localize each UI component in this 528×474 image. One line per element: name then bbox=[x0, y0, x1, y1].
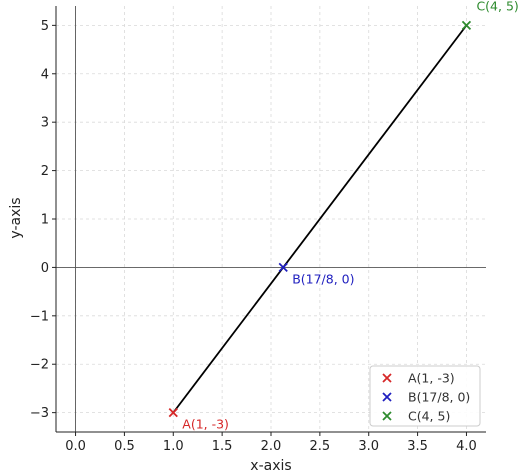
point-marker bbox=[278, 262, 288, 273]
point-label: A(1, -3) bbox=[182, 417, 229, 432]
y-axis-title: y-axis bbox=[8, 197, 24, 238]
marker-stroke bbox=[461, 20, 472, 31]
marker-stroke bbox=[168, 407, 178, 418]
legend: A(1, -3) B(17/8, 0) C(4, 5) bbox=[369, 365, 481, 427]
legend-box bbox=[369, 365, 481, 427]
y-ticks: −3 −2 −1 0 1 2 3 4 5 bbox=[30, 19, 56, 421]
point-markers bbox=[168, 20, 472, 418]
x-tick-label: 0.0 bbox=[65, 439, 86, 454]
point-label: B(17/8, 0) bbox=[292, 271, 354, 286]
x-tick-label: 3.0 bbox=[358, 439, 379, 454]
point-label: C(4, 5) bbox=[476, 0, 518, 13]
legend-label: A(1, -3) bbox=[408, 371, 455, 386]
reference-lines bbox=[56, 6, 486, 432]
y-tick-label: −3 bbox=[30, 406, 49, 421]
x-tick-label: 2.5 bbox=[310, 439, 331, 454]
point-marker bbox=[461, 20, 472, 31]
y-tick-label: 1 bbox=[41, 213, 49, 228]
x-tick-label: 2.0 bbox=[261, 439, 282, 454]
x-tick-label: 4.0 bbox=[456, 439, 477, 454]
grid bbox=[56, 6, 486, 432]
y-tick-label: 2 bbox=[41, 164, 49, 179]
line-series bbox=[172, 24, 468, 414]
y-tick-label: 5 bbox=[41, 19, 49, 34]
marker-stroke bbox=[382, 411, 392, 421]
x-tick-label: 3.5 bbox=[407, 439, 428, 454]
marker-stroke bbox=[278, 262, 288, 273]
x-tick-label: 1.0 bbox=[163, 439, 184, 454]
marker-stroke bbox=[382, 392, 392, 402]
point-marker bbox=[168, 407, 178, 418]
legend-marker bbox=[382, 373, 392, 383]
legend-marker bbox=[382, 392, 392, 402]
x-tick-label: 0.5 bbox=[114, 439, 135, 454]
y-tick-label: 3 bbox=[41, 116, 49, 131]
legend-label: B(17/8, 0) bbox=[408, 390, 470, 405]
marker-stroke bbox=[382, 373, 392, 383]
point-labels: A(1, -3) B(17/8, 0) C(4, 5) bbox=[182, 0, 519, 432]
y-tick-label: −1 bbox=[30, 309, 49, 324]
y-tick-label: 4 bbox=[41, 67, 49, 82]
x-tick-label: 1.5 bbox=[212, 439, 233, 454]
y-tick-label: −2 bbox=[30, 358, 49, 373]
legend-marker bbox=[382, 411, 392, 421]
x-ticks: 0.0 0.5 1.0 1.5 2.0 2.5 3.0 3.5 4.0 bbox=[65, 432, 477, 454]
line-segment bbox=[172, 24, 468, 414]
legend-label: C(4, 5) bbox=[408, 409, 450, 424]
y-tick-label: 0 bbox=[41, 261, 49, 276]
x-axis-title: x-axis bbox=[250, 458, 291, 474]
